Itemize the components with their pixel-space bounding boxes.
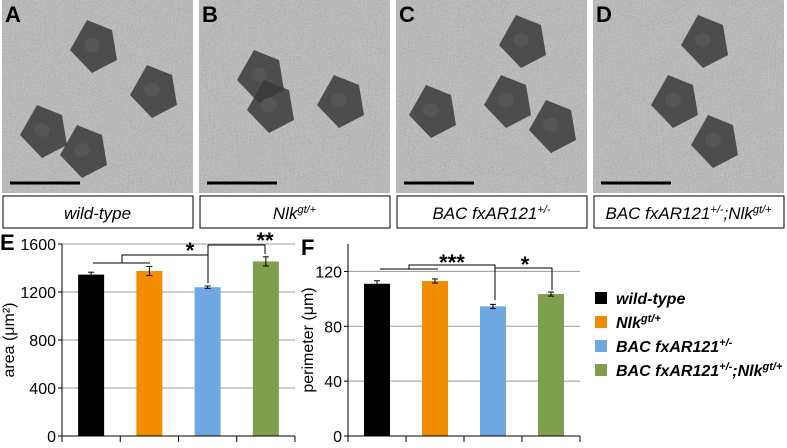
nucleus (74, 143, 90, 157)
text-part: +/- (719, 337, 732, 349)
text-part: ;Nlk (724, 204, 755, 223)
significance: * (521, 252, 530, 277)
text-part: BAC fxAR121 (432, 204, 537, 223)
caption: Nlkgt/+ (273, 204, 317, 223)
y-tick-label: 1200 (20, 285, 56, 302)
legend-swatch (595, 292, 607, 304)
caption-box (2, 195, 194, 229)
y-tick-label: 40 (324, 374, 342, 391)
significance: ** (256, 228, 274, 253)
text-part: Nlk (616, 315, 642, 332)
text-part: BAC fxAR121 (606, 204, 711, 223)
caption-box (199, 195, 391, 229)
y-tick-label: 0 (333, 429, 342, 443)
text-part: +/- (719, 361, 732, 373)
y-tick-label: 400 (29, 381, 56, 398)
significance-bracket (494, 267, 553, 300)
y-axis-label: perimeter (μm) (300, 287, 317, 392)
nucleus (665, 93, 681, 107)
panel-letter: F (301, 235, 314, 260)
error-bar (262, 256, 269, 267)
legend-swatch (595, 316, 607, 328)
y-tick-label: 800 (29, 333, 56, 350)
nucleus (695, 33, 711, 47)
legend-label: BAC fxAR121+/-;Nlkgt/+ (616, 361, 783, 380)
bar (364, 283, 390, 436)
legend-label: wild-type (616, 291, 685, 308)
nucleus (331, 93, 347, 107)
caption-box (396, 195, 588, 229)
legend-swatch (595, 364, 607, 376)
error-bar (548, 291, 554, 297)
significance-bracket (207, 244, 266, 283)
nucleus (513, 33, 529, 47)
legend-label: Nlkgt/+ (616, 313, 661, 332)
text-part: gt/+ (753, 204, 772, 216)
text-part: gt/+ (640, 313, 661, 325)
error-bar (490, 303, 496, 309)
error-bar (88, 271, 95, 278)
panel-letter: D (596, 2, 612, 27)
text-part: BAC fxAR121 (616, 339, 719, 356)
panel-letter: B (202, 2, 218, 27)
nucleus (705, 133, 721, 147)
nucleus (34, 123, 50, 137)
text-part: wild-type (64, 204, 131, 223)
bar (480, 306, 506, 436)
bar (538, 294, 564, 436)
y-tick-label: 120 (315, 264, 342, 281)
y-axis-label: area (μm²) (1, 303, 18, 378)
nucleus (84, 38, 100, 52)
caption: BAC fxAR121+/- (432, 204, 550, 223)
nucleus (543, 118, 559, 132)
bar (78, 274, 105, 436)
text-part: Nlk (273, 204, 299, 223)
error-bar (432, 278, 438, 284)
nucleus (423, 103, 439, 117)
panel-letter: E (0, 230, 15, 255)
bar (136, 271, 163, 436)
significance: *** (439, 250, 465, 275)
text-part: +/- (710, 204, 723, 216)
nucleus (261, 98, 277, 112)
panel-letter: C (399, 2, 415, 27)
bar (422, 281, 448, 436)
nucleus (251, 68, 267, 82)
y-tick-label: 0 (47, 429, 56, 443)
micrograph-texture (199, 0, 390, 193)
significance: * (186, 238, 195, 263)
caption: wild-type (64, 204, 131, 223)
text-part: ;Nlk (732, 363, 763, 380)
bar (252, 261, 279, 436)
text-part: wild-type (616, 291, 685, 308)
error-bar (204, 285, 211, 289)
panel-letter: A (5, 2, 21, 27)
nucleus (144, 83, 160, 97)
caption: BAC fxAR121+/-;Nlkgt/+ (606, 204, 773, 223)
bar (194, 287, 221, 436)
text-part: BAC fxAR121 (616, 363, 719, 380)
error-bar (146, 265, 153, 277)
text-part: +/- (537, 204, 550, 216)
legend-swatch (595, 340, 607, 352)
error-bar (374, 280, 380, 288)
nucleus (498, 93, 514, 107)
text-part: gt/+ (762, 361, 783, 373)
legend-label: BAC fxAR121+/- (616, 337, 733, 356)
y-tick-label: 1600 (20, 237, 56, 254)
caption-box (593, 195, 785, 229)
text-part: gt/+ (297, 204, 316, 216)
y-tick-label: 80 (324, 319, 342, 336)
